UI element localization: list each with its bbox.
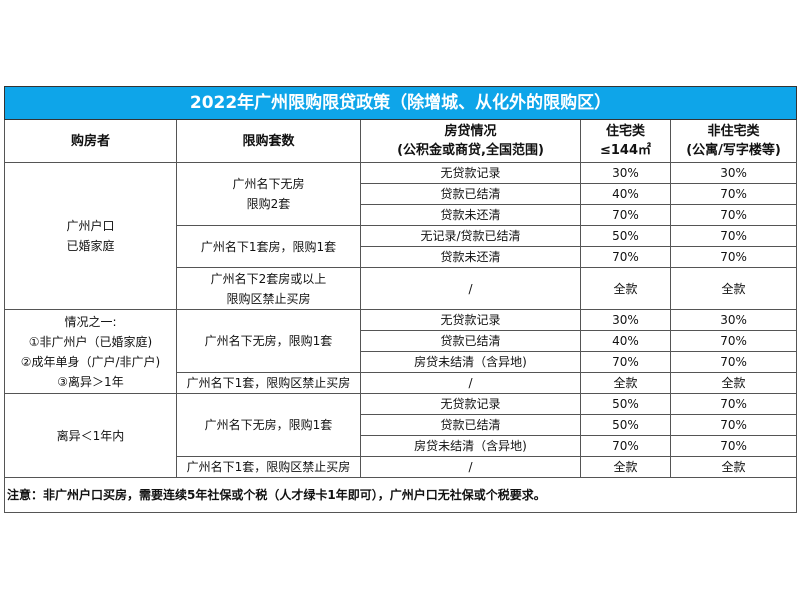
loan-status-cell: 贷款已结清 [360,414,581,436]
buyer-cell: 情况之一: ①非广州户（已婚家庭) ②成年单身（广户/非广户) ③离异＞1年 [4,309,177,394]
text-line: 限购2套 [246,197,291,211]
note: 注意：非广州户口买房，需要连续5年社保或个税（人才绿卡1年即可），广州户口无社保… [3,477,798,513]
text-line: ②成年单身（广户/非广户) [20,354,161,369]
quota-cell: 广州名下1套房，限购1套 [176,225,361,268]
quota-cell: 广州名下1套，限购区禁止买房 [176,372,361,394]
text-line: 情况之一: [64,314,117,329]
residential-down-payment-cell: 30% [580,309,671,331]
loan-status-cell: 无贷款记录 [360,393,581,415]
non-residential-down-payment-cell: 70% [669,246,798,268]
text-line: (公积金或商贷,全国范围) [397,143,544,158]
table-row: 房贷未结清（含异地) 70% 70% [5,351,798,373]
non-residential-down-payment-cell: 70% [669,330,798,352]
text-line: 广州名下1套房，限购1套 [200,239,337,254]
header-row: 购房者 限购套数 房贷情况 (公积金或商贷,全国范围) 住宅类 ≤144㎡ 非住宅类 (公寓/… [4,119,798,163]
quota-cell: 广州名下无房 限购2套 [176,162,361,226]
quota-cell: 广州名下2套房或以上 限购区禁止买房 [176,267,361,310]
table-row: 房贷未结清（含异地) 70% 70% [5,435,798,457]
text-line: 限购区禁止买房 [226,291,311,306]
loan-status-cell: 无记录/贷款已结清 [360,225,581,247]
text-line: 广州名下1套，限购区禁止买房 [186,376,351,390]
residential-down-payment-cell: 70% [580,351,671,373]
loan-status-cell: 贷款已结清 [360,330,581,352]
header-residential: 住宅类 ≤144㎡ [580,119,671,163]
policy-table: 2022年广州限购限贷政策（除增城、从化外的限购区） 购房者 限购套数 房贷情况 (公… [3,86,798,513]
residential-down-payment-cell: 40% [580,330,671,352]
loan-status-cell: 房贷未结清（含异地) [360,435,581,457]
residential-down-payment-cell: 50% [580,414,671,436]
quota-cell: 广州名下无房，限购1套 [176,393,361,457]
quota-cell: 广州名下1套，限购区禁止买房 [176,456,361,478]
table-row: 贷款未还清 70% 70% [5,204,798,226]
table-row: 广州户口 已婚家庭 广州名下无房 限购2套 无贷款记录 30% 30% [4,162,798,310]
loan-status-cell: / [360,372,581,394]
table-row: 情况之一: ①非广州户（已婚家庭) ②成年单身（广户/非广户) ③离异＞1年 广州名下无… [4,309,798,394]
header-loan-status: 房贷情况 (公积金或商贷,全国范围) [360,119,581,163]
non-residential-down-payment-cell: 全款 [669,372,798,394]
text-line: 购房者 [70,133,110,149]
loan-status-cell: 无贷款记录 [360,162,581,184]
header-buyer: 购房者 [4,119,177,163]
text-line: ③离异＞1年 [57,374,124,389]
table-row: 广州名下2套房或以上 限购区禁止买房 / 全款 全款 [5,267,798,310]
non-residential-down-payment-cell: 70% [669,204,798,226]
non-residential-down-payment-cell: 全款 [669,267,798,310]
header-non-residential: 非住宅类 (公寓/写字楼等) [669,119,798,163]
policy-table-container: 2022年广州限购限贷政策（除增城、从化外的限购区） 购房者 限购套数 房贷情况 (公… [3,86,798,513]
residential-down-payment-cell: 40% [580,183,671,205]
text-line: 广州名下1套，限购区禁止买房 [186,460,351,474]
text-line: 广州名下2套房或以上 [210,271,327,286]
text-line: 非住宅类 [707,124,760,139]
loan-status-cell: 贷款未还清 [360,246,581,268]
table-row: 贷款未还清 70% 70% [5,246,798,268]
table-row: 贷款已结清 40% 70% [5,330,798,352]
text-line: 离异＜1年内 [56,428,125,443]
loan-status-cell: / [360,456,581,478]
residential-down-payment-cell: 70% [580,204,671,226]
non-residential-down-payment-cell: 30% [669,162,798,184]
buyer-cell: 离异＜1年内 [4,393,177,478]
table-row: 离异＜1年内 广州名下无房，限购1套 无贷款记录 50% 70% [4,393,798,478]
text-line: 已婚家庭 [66,239,115,253]
non-residential-down-payment-cell: 70% [669,351,798,373]
buyer-cell: 广州户口 已婚家庭 [4,162,177,310]
table-row: 广州名下1套，限购区禁止买房 / 全款 全款 [5,456,798,478]
text-line: 广州名下无房，限购1套 [204,418,333,432]
residential-down-payment-cell: 70% [580,435,671,457]
table-title: 2022年广州限购限贷政策（除增城、从化外的限购区） [3,86,798,120]
text-line: ①非广州户（已婚家庭) [28,334,153,349]
text-line: 广州名下无房 [232,177,305,191]
residential-down-payment-cell: 30% [580,162,671,184]
table-body: 广州户口 已婚家庭 广州名下无房 限购2套 无贷款记录 30% 30% 贷款已结清 40% 70%… [4,162,798,478]
non-residential-down-payment-cell: 70% [669,183,798,205]
residential-down-payment-cell: 全款 [580,456,671,478]
non-residential-down-payment-cell: 全款 [669,456,798,478]
loan-status-cell: 贷款已结清 [360,183,581,205]
text-line: 房贷情况 [444,124,497,139]
residential-down-payment-cell: 50% [580,393,671,415]
text-line: 限购套数 [242,133,295,149]
text-line: 广州名下无房，限购1套 [204,334,333,348]
text-line: ≤144㎡ [599,143,652,158]
non-residential-down-payment-cell: 30% [669,309,798,331]
quota-cell: 广州名下无房，限购1套 [176,309,361,373]
residential-down-payment-cell: 全款 [580,372,671,394]
header-quota: 限购套数 [176,119,361,163]
loan-status-cell: 无贷款记录 [360,309,581,331]
residential-down-payment-cell: 全款 [580,267,671,310]
residential-down-payment-cell: 70% [580,246,671,268]
text-line: 广州户口 [66,219,115,233]
non-residential-down-payment-cell: 70% [669,393,798,415]
text-line: (公寓/写字楼等) [686,143,781,158]
non-residential-down-payment-cell: 70% [669,225,798,247]
residential-down-payment-cell: 50% [580,225,671,247]
loan-status-cell: 贷款未还清 [360,204,581,226]
non-residential-down-payment-cell: 70% [669,435,798,457]
loan-status-cell: 房贷未结清（含异地) [360,351,581,373]
text-line: 住宅类 [605,124,645,139]
loan-status-cell: / [360,267,581,310]
non-residential-down-payment-cell: 70% [669,414,798,436]
